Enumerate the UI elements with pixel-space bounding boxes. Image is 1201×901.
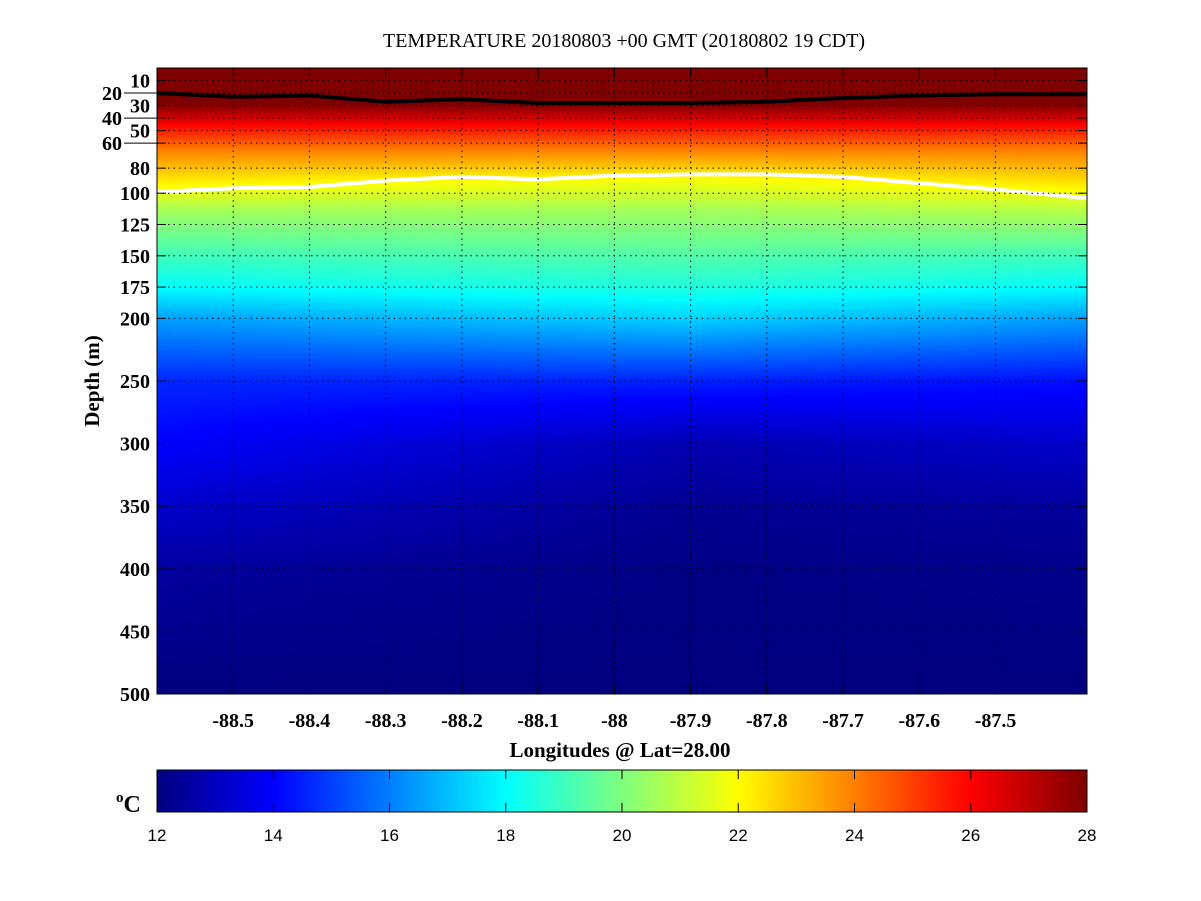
y-tick-label: 175 [120,277,150,299]
y-axis-label: Depth (m) [80,335,104,427]
y-tick-label: 150 [120,246,150,268]
x-tick-label: -87.6 [898,710,940,732]
x-tick-label: -88 [601,710,628,732]
colorbar-frame [156,769,1088,813]
y-tick-label: 10 [130,71,150,93]
x-tick-label: -88.3 [365,710,407,732]
chart-title: TEMPERATURE 20180803 +00 GMT (20180802 1… [383,30,865,52]
x-axis-label: Longitudes @ Lat=28.00 [509,738,730,762]
colorbar-tick-label: 22 [729,826,748,845]
x-tick-label: -87.8 [746,710,788,732]
x-tick-label: -87.5 [975,710,1017,732]
colorbar-label-main: C [124,792,141,818]
y-tick-label: 400 [120,559,150,581]
colorbar-tick-label: 14 [264,826,283,845]
colorbar-tick-label: 26 [961,826,980,845]
x-tick-label: -88.4 [289,710,331,732]
y-tick-label: 500 [120,684,150,706]
x-tick-label: -88.1 [517,710,559,732]
contour-line-1 [156,172,1088,201]
colorbar-tick-label: 28 [1078,826,1097,845]
x-tick-label: -88.5 [212,710,254,732]
y-tick-label: 40 [102,108,122,130]
y-tick-label: 50 [130,121,150,143]
x-tick-label: -88.2 [441,710,483,732]
colorbar-tick-label: 18 [496,826,515,845]
plot-frame [156,67,1088,695]
colorbar-tick-label: 12 [148,826,167,845]
contour-line-0 [156,91,1087,106]
y-tick-label: 80 [130,158,150,180]
colorbar-label: oC [116,790,141,818]
y-tick-label: 60 [102,133,122,155]
colorbar-label-sup: o [116,790,124,806]
y-tick-label: 125 [120,215,150,237]
y-tick-label: 100 [120,183,150,205]
y-tick-label: 350 [120,496,150,518]
colorbar-tick-label: 24 [845,826,864,845]
colorbar-tick-label: 16 [380,826,399,845]
y-tick-label: 30 [130,96,150,118]
y-tick-label: 250 [120,371,150,393]
y-tick-label: 200 [120,308,150,330]
y-tick-label: 20 [102,83,122,105]
colorbar-tick-label: 20 [613,826,632,845]
y-tick-label: 300 [120,434,150,456]
x-tick-label: -87.7 [822,710,864,732]
y-tick-label: 450 [120,621,150,643]
x-tick-label: -87.9 [670,710,712,732]
